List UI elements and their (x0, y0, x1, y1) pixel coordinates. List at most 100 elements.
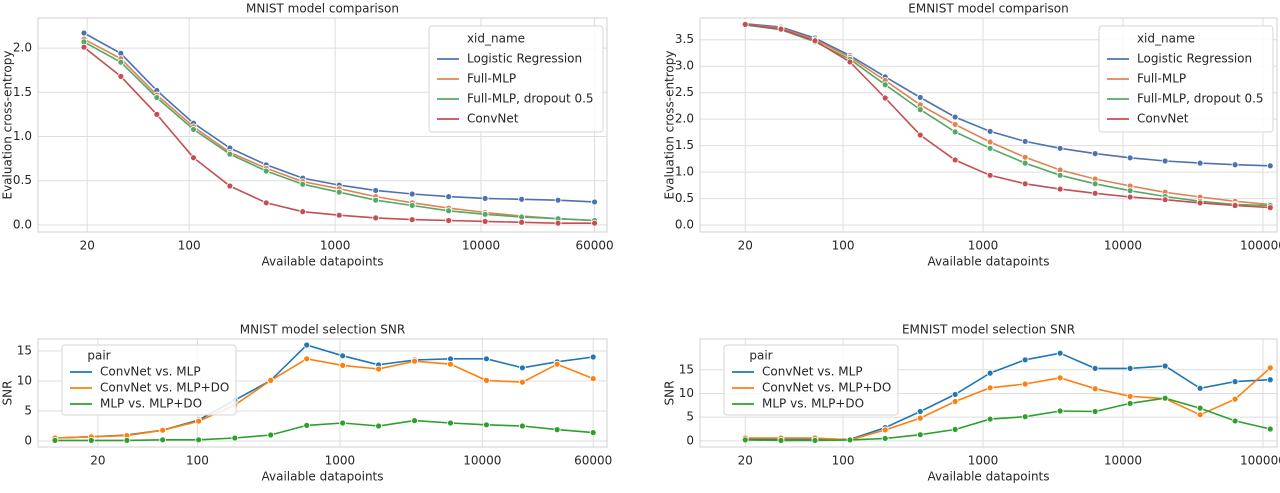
data-point (518, 422, 526, 430)
data-point (881, 81, 889, 89)
data-point (1091, 408, 1099, 415)
data-point (1021, 153, 1029, 161)
data-point (1091, 150, 1099, 158)
y-tick-label: 0.5 (13, 173, 32, 187)
data-point (916, 106, 924, 114)
axes-frame (699, 338, 1278, 448)
legend-label: ConvNet (1137, 112, 1189, 126)
data-point (87, 436, 95, 444)
legend-box (428, 25, 604, 133)
series-line (745, 23, 1271, 206)
legend-title: pair (87, 349, 110, 363)
series-line (745, 23, 1271, 209)
data-point (483, 421, 490, 429)
y-axis-label: Evaluation cross-entropy (663, 51, 677, 200)
data-point (195, 436, 203, 444)
x-axis-label: Available datapoints (261, 470, 383, 484)
data-point (1161, 157, 1169, 165)
data-point (986, 138, 994, 146)
series-line (745, 367, 1271, 441)
data-point (335, 211, 343, 219)
data-point (916, 408, 924, 415)
subplot: 0.0 0.5 1.0 1.5 2.0 2.5 3.0 3.5 20 100 1000 10000 10… (663, 2, 1280, 269)
chart-title: MNIST model selection SNR (240, 323, 406, 337)
data-point (1161, 362, 1169, 370)
data-point (986, 369, 994, 377)
y-axis-label: SNR (1, 381, 15, 406)
data-point (190, 126, 197, 133)
legend-label: ConvNet vs. MLP+DO (762, 381, 891, 395)
data-point (951, 128, 959, 136)
data-point (408, 216, 416, 224)
legend-box (1098, 25, 1274, 133)
legend-label: ConvNet (467, 112, 519, 126)
subplot: 0 5 10 15 20 100 1000 10000 100000 EMNIST model s… (663, 323, 1280, 484)
data-point (447, 360, 454, 368)
x-tick-label: 1000 (325, 454, 356, 468)
data-point (339, 352, 347, 360)
y-tick-label: 2.0 (675, 112, 694, 126)
x-tick-label: 20 (90, 454, 105, 468)
legend-label: Logistic Regression (1137, 52, 1252, 66)
legend-title: xid_name (467, 32, 525, 46)
data-point (226, 150, 234, 158)
x-tick-label: 60000 (574, 454, 612, 468)
legend-box (723, 344, 899, 416)
data-point (553, 426, 561, 434)
data-point (1091, 364, 1099, 372)
data-point (375, 422, 383, 430)
x-tick-label: 100000 (1240, 239, 1280, 253)
data-point (591, 198, 598, 206)
y-tick-label: 1.0 (675, 165, 694, 179)
legend-label: ConvNet vs. MLP (100, 365, 201, 379)
data-point (1266, 204, 1274, 212)
legend-title: pair (749, 349, 772, 363)
data-point (846, 436, 854, 444)
x-tick-label: 100000 (1240, 454, 1280, 468)
data-point (951, 398, 959, 405)
y-tick-label: 3.0 (675, 59, 694, 73)
data-point (159, 436, 167, 444)
x-tick-label: 100 (178, 239, 201, 253)
data-point (445, 207, 453, 215)
y-tick-label: 1.5 (13, 85, 32, 99)
legend-label: Full-MLP (467, 72, 516, 86)
chart-title: MNIST model comparison (246, 2, 399, 16)
data-point (1196, 384, 1204, 392)
legend-label: Full-MLP (1137, 72, 1186, 86)
data-point (916, 94, 924, 101)
x-axis-label: Available datapoints (927, 255, 1049, 269)
data-point (1266, 376, 1274, 384)
y-tick-label: 3.5 (675, 32, 694, 46)
legend-label: Full-MLP, dropout 0.5 (1137, 92, 1264, 106)
data-point (117, 72, 125, 80)
y-tick-label: 15 (17, 344, 32, 358)
y-tick-label: 1.5 (675, 138, 694, 152)
legend: pair ConvNet vs. MLP ConvNet vs. MLP+DO MLP… (723, 344, 899, 416)
x-tick-label: 1000 (968, 454, 999, 468)
x-tick-label: 100 (832, 239, 855, 253)
data-point (811, 436, 819, 444)
data-point (986, 415, 994, 423)
data-point (190, 154, 197, 162)
data-point (1056, 349, 1064, 357)
data-point (445, 193, 453, 201)
data-point (518, 195, 526, 203)
y-tick-label: 0.0 (675, 218, 694, 232)
data-point (1126, 193, 1134, 201)
y-tick-label: 15 (679, 362, 694, 376)
data-point (262, 199, 270, 207)
y-tick-label: 0.0 (13, 217, 32, 231)
data-point (267, 431, 275, 439)
y-axis-label: SNR (663, 381, 677, 406)
data-point (589, 375, 597, 383)
data-point (80, 29, 88, 37)
data-point (1231, 417, 1239, 425)
data-point (303, 341, 311, 349)
data-point (445, 217, 453, 224)
data-point (916, 131, 924, 139)
chart-title: EMNIST model selection SNR (902, 323, 1075, 337)
x-tick-label: 20 (738, 239, 753, 253)
data-point (408, 190, 416, 198)
